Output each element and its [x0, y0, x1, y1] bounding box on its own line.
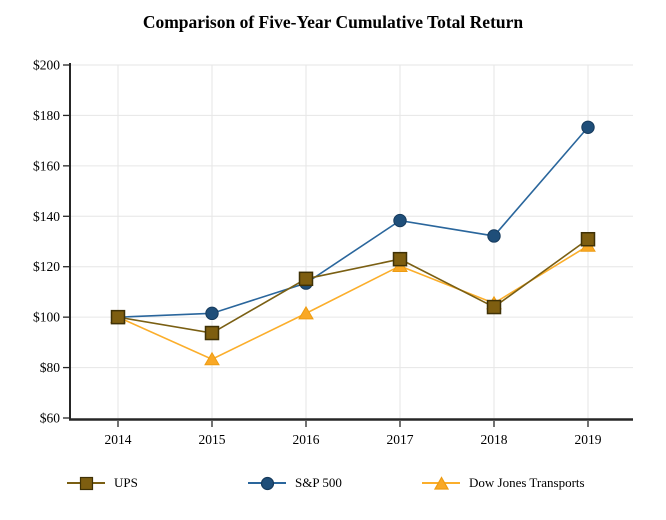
y-tick-label: $80: [40, 360, 61, 375]
y-tick-label: $160: [33, 158, 60, 173]
y-tick-label: $120: [33, 259, 60, 274]
x-tick-label: 2017: [387, 432, 414, 447]
x-tick-label: 2014: [105, 432, 132, 447]
x-tick-label: 2016: [293, 432, 320, 447]
y-tick-label: $140: [33, 209, 60, 224]
circle-marker-icon: [205, 306, 219, 321]
x-tick-label: 2019: [575, 432, 602, 447]
x-tick-label: 2015: [199, 432, 226, 447]
series-line-sp-500: [117, 126, 589, 318]
square-marker-icon: [110, 309, 126, 325]
y-tick-label: $180: [33, 108, 60, 123]
square-marker-icon: [580, 231, 596, 247]
square-marker-icon: [298, 271, 314, 287]
y-tick-label: $100: [33, 310, 60, 325]
square-marker-icon: [392, 251, 408, 267]
circle-marker-icon: [487, 229, 501, 243]
x-tick-label: 2018: [481, 432, 508, 447]
chart-title: Comparison of Five-Year Cumulative Total…: [142, 12, 524, 32]
square-marker-icon: [486, 299, 502, 315]
y-tick-label: $200: [33, 58, 60, 73]
y-tick-label: $60: [40, 411, 61, 426]
circle-marker-icon: [581, 120, 595, 134]
square-marker-icon: [204, 325, 220, 341]
triangle-marker-icon: [204, 351, 220, 366]
series-line-dow-jones-transports: [117, 245, 589, 361]
triangle-marker-icon: [298, 305, 314, 320]
circle-marker-icon: [393, 213, 407, 228]
series-line-ups: [117, 238, 589, 334]
